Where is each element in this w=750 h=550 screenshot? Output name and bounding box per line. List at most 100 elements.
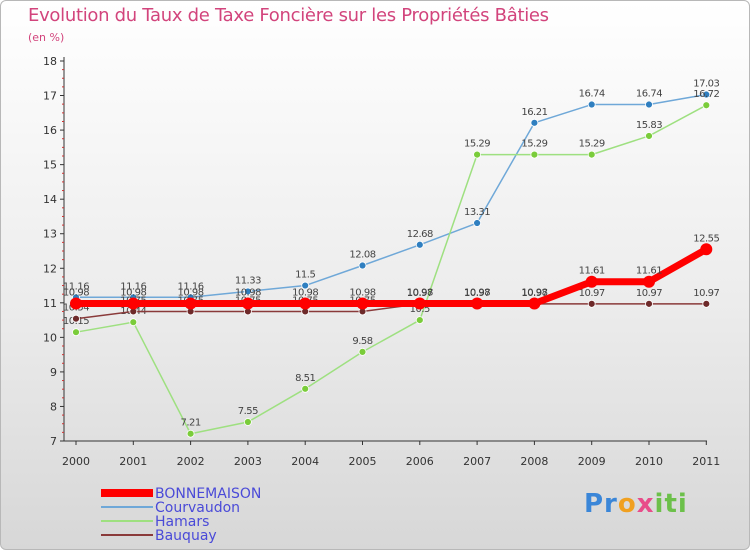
chart-title: Evolution du Taux de Taxe Foncière sur l… [28, 5, 549, 26]
data-point [356, 297, 369, 310]
x-tick-label: 2001 [119, 455, 147, 468]
data-point [415, 316, 424, 324]
y-tick-label: 17 [43, 90, 57, 103]
data-point [645, 132, 653, 140]
data-label: 11.16 [120, 281, 146, 292]
data-label: 11.61 [579, 266, 605, 277]
x-tick-label: 2006 [406, 455, 434, 468]
data-point [129, 318, 138, 327]
data-label: 10.5 [410, 304, 430, 315]
data-label: 16.74 [579, 89, 605, 100]
y-tick-label: 13 [43, 228, 57, 241]
legend-label: BONNEMAISON [155, 486, 261, 502]
data-point [184, 297, 197, 310]
data-label: 10.97 [636, 288, 662, 299]
data-label: 12.08 [349, 250, 375, 261]
data-point [702, 101, 711, 110]
proxiti-logo: Proxiti [584, 489, 688, 519]
y-tick-label: 9 [50, 366, 57, 379]
data-label: 16.72 [693, 89, 719, 100]
data-label: 15.29 [521, 139, 547, 150]
data-point [241, 297, 254, 310]
data-label: 10.97 [464, 288, 490, 299]
data-point [299, 297, 312, 310]
data-label: 12.68 [407, 229, 433, 240]
data-point [473, 150, 482, 159]
data-label: 15.29 [464, 139, 490, 150]
x-tick-label: 2003 [234, 455, 262, 468]
y-tick-label: 14 [43, 193, 57, 206]
data-point [702, 90, 711, 99]
x-tick-label: 2000 [62, 455, 90, 468]
data-point [702, 299, 711, 308]
data-point [585, 275, 598, 288]
x-tick-label: 2005 [349, 455, 377, 468]
x-tick-label: 2004 [291, 455, 319, 468]
data-label: 11.16 [178, 281, 204, 292]
data-label: 10.98 [63, 288, 89, 299]
series-line [75, 104, 708, 435]
data-point [530, 118, 539, 127]
y-tick-label: 11 [43, 297, 57, 310]
data-point [473, 219, 482, 227]
data-label: 11.5 [295, 270, 315, 281]
data-point [243, 418, 252, 426]
data-label: 16.21 [521, 107, 547, 118]
data-label: 8.51 [295, 373, 315, 384]
data-label: 10.98 [349, 288, 375, 299]
data-label: 10.98 [464, 288, 490, 299]
data-point [127, 297, 140, 310]
data-point [358, 347, 367, 356]
data-point [301, 281, 310, 290]
data-point [471, 297, 484, 310]
chart-subtitle: (en %) [28, 31, 65, 44]
data-point [415, 240, 424, 249]
data-point [413, 297, 426, 310]
y-tick-label: 8 [50, 400, 57, 413]
data-label: 10.97 [579, 288, 605, 299]
data-point [358, 261, 367, 270]
data-label: 12.55 [693, 233, 719, 244]
data-point [700, 243, 713, 256]
x-tick-label: 2008 [520, 455, 548, 468]
y-tick-label: 10 [43, 331, 57, 344]
y-tick-label: 16 [43, 124, 57, 137]
legend-label: Courvaudon [155, 500, 240, 516]
data-label: 11.33 [235, 275, 261, 286]
data-label: 7.55 [238, 406, 258, 417]
data-label: 16.74 [636, 89, 662, 100]
data-point [643, 275, 655, 288]
data-label: 10.98 [235, 288, 261, 299]
data-label: 9.58 [352, 336, 372, 347]
y-tick-label: 12 [43, 262, 57, 275]
data-point [530, 150, 539, 159]
x-tick-label: 2010 [635, 455, 663, 468]
x-tick-label: 2002 [177, 455, 205, 468]
data-label: 10.98 [292, 288, 318, 299]
data-point [301, 384, 310, 393]
data-label: 15.29 [579, 139, 605, 150]
data-label: 15.83 [636, 120, 662, 131]
data-label: 10.98 [521, 288, 547, 299]
data-label: 10.97 [693, 288, 719, 299]
series-line [72, 245, 710, 308]
data-label: 17.03 [693, 79, 719, 90]
series-line [75, 303, 708, 320]
data-point [645, 299, 653, 308]
legend-label: Bauquay [155, 528, 217, 544]
data-point [587, 150, 596, 159]
x-tick-label: 2011 [692, 455, 720, 468]
x-tick-label: 2007 [463, 455, 491, 468]
data-point [528, 297, 541, 310]
data-point [72, 328, 80, 337]
y-tick-label: 18 [43, 55, 57, 68]
data-label: 7.21 [180, 418, 200, 429]
series-line [75, 93, 708, 299]
y-tick-label: 15 [43, 159, 57, 172]
legend-label: Hamars [155, 514, 209, 530]
data-label: 13.31 [464, 207, 490, 218]
data-point [72, 314, 80, 323]
data-label: 10.98 [407, 288, 433, 299]
